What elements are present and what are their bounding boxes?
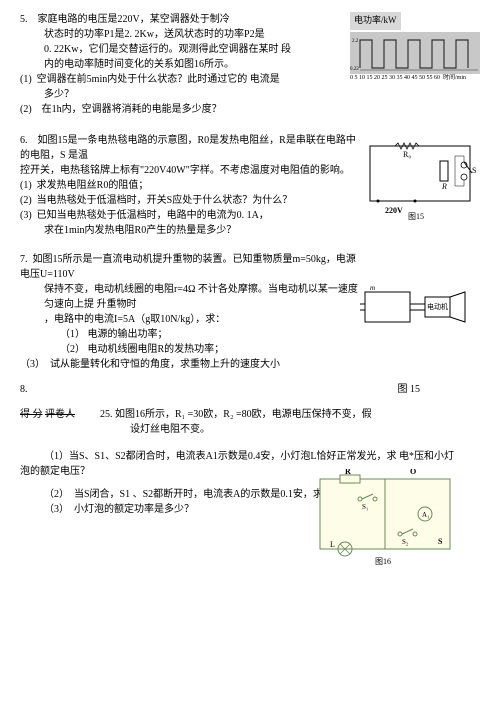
voltage-label: 220V: [385, 206, 403, 215]
question-25: R O S₁ A₁ L S₂ S 图16 （1）当S、S1、S2都闭合时，电流表…: [20, 449, 480, 517]
l-label: L: [330, 540, 335, 549]
q25-sub1-num: （1）: [44, 451, 69, 462]
q7-sub2-num: （2）: [60, 344, 85, 355]
circuit-diagram-2: R O S₁ A₁ L S₂ S 图16: [310, 469, 460, 574]
graph-x-axis: 0 5 10 15 20 25 30 35 40 45 50 55 60 时间/…: [350, 74, 480, 83]
graph-y-label: 电功率/kW: [350, 12, 401, 30]
a1-label: A₁: [422, 511, 430, 519]
q5-sub1-num: (1): [20, 74, 32, 85]
r-label: R: [441, 182, 447, 191]
q6-number: 6.: [20, 133, 28, 148]
s2-label: S₂: [402, 538, 409, 546]
y-tick-1: 2.2: [352, 39, 359, 44]
q25-sub3-num: （3）: [44, 504, 69, 515]
judge-label: 评卷人: [45, 409, 75, 420]
question-8: 8. 图 15: [20, 382, 480, 397]
q7-sub3-num: （3）: [20, 359, 45, 370]
question-6: R₀ R S 220V 图15 6. 如图15是一条电热毯电路的示意图，R0是发…: [20, 133, 480, 238]
q5-sub2-num: (2): [20, 104, 32, 115]
q6-text: 6. 如图15是一条电热毯电路的示意图，R0是发热电阻丝，R是串联在电路中的电阻…: [20, 133, 360, 238]
circuit-diagram-1: R₀ R S 220V 图15: [360, 141, 480, 226]
q7-sub1-num: （1）: [60, 329, 85, 340]
q25-sub2-num: （2）: [44, 489, 69, 500]
graph-plot-area: 2.2 0.22: [350, 32, 480, 74]
power-graph: 电功率/kW 2.2 0.22 0 5 10 15 20 25 30 35 40…: [350, 12, 480, 83]
q7-text: 7. 如图15所示是一直流电动机提升重物的装置。已知重物质量m=50kg，电源电…: [20, 252, 360, 372]
m-label: m: [370, 284, 375, 292]
question-5: 电功率/kW 2.2 0.22 0 5 10 15 20 25 30 35 40…: [20, 12, 480, 117]
q7-number: 7.: [20, 252, 28, 267]
s-label: S: [472, 166, 476, 175]
r0-label: R₀: [403, 150, 411, 159]
q8-number: 8.: [20, 382, 28, 397]
score-section: 得 分 评卷人 25. 如图16所示，R₁ =30欧，R₂ =80欧，电源电压保…: [20, 407, 480, 437]
fig16-label: 图16: [375, 557, 391, 566]
motor-label: 电动机: [427, 302, 448, 311]
motor-diagram: m 电动机: [360, 282, 470, 342]
question-7: m 电动机 7. 如图15所示是一直流电动机提升重物的装置。已知重物质量m=50…: [20, 252, 480, 372]
fig15-label: 图15: [408, 212, 424, 221]
q5-number: 5.: [20, 12, 28, 27]
s1-label: S₁: [362, 503, 368, 511]
y-tick-2: 0.22: [350, 67, 359, 72]
circuit-o-label: O: [410, 469, 416, 476]
fig15-label-2: 图 15: [398, 382, 421, 397]
q6-sub2-num: (2): [20, 195, 32, 206]
circuit-r-label: R: [345, 469, 351, 476]
s-label-2: S: [438, 537, 443, 546]
q25-number: 25.: [100, 409, 113, 420]
q6-sub1-num: (1): [20, 180, 32, 191]
q6-sub3-num: (3): [20, 210, 32, 221]
score-label: 得 分: [20, 409, 43, 420]
q5-text: 5. 家庭电路的电压是220V，某空调器处于制冷 状态时的功率P1是2. 2Kw…: [20, 12, 350, 117]
